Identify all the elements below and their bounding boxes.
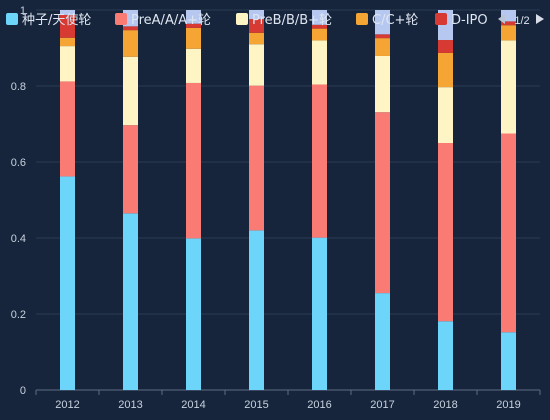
- bar-segment-series-1[interactable]: [60, 81, 75, 177]
- bar-segment-series-0[interactable]: [249, 230, 264, 390]
- bar-segment-series-2[interactable]: [186, 48, 201, 83]
- x-tick-label: 2012: [55, 399, 79, 411]
- bar-segment-series-1[interactable]: [123, 125, 138, 214]
- triangle-right-icon[interactable]: [536, 14, 544, 24]
- bar-segment-series-3[interactable]: [249, 32, 264, 45]
- y-tick-label: 0: [20, 385, 26, 397]
- bar-segment-series-4[interactable]: [60, 14, 75, 38]
- bar-segment-series-1[interactable]: [501, 133, 516, 333]
- bar-segment-series-5[interactable]: [501, 10, 516, 22]
- x-tick-label: 2015: [244, 399, 268, 411]
- bar-segment-series-5[interactable]: [375, 10, 390, 35]
- x-tick-label: 2016: [307, 399, 331, 411]
- bar-segment-series-1[interactable]: [438, 143, 453, 322]
- legend-item[interactable]: C/C+轮: [356, 13, 418, 28]
- y-tick-label: 0.4: [11, 233, 26, 245]
- bar-series-group: [60, 10, 516, 390]
- legend-label: PreA/A/A+轮: [131, 13, 211, 28]
- bar-segment-series-3[interactable]: [123, 30, 138, 57]
- bar-segment-series-4[interactable]: [249, 19, 264, 33]
- bar-segment-series-2[interactable]: [375, 55, 390, 113]
- legend-swatch: [115, 13, 127, 25]
- bar-segment-series-1[interactable]: [249, 85, 264, 231]
- bar-segment-series-2[interactable]: [249, 44, 264, 86]
- bar-segment-series-4[interactable]: [186, 23, 201, 28]
- bar-segment-series-4[interactable]: [375, 34, 390, 39]
- bar-segment-series-1[interactable]: [312, 84, 327, 238]
- bar-segment-series-2[interactable]: [60, 46, 75, 82]
- legend-item[interactable]: 种子/天使轮: [6, 12, 91, 28]
- legend-swatch: [6, 13, 18, 25]
- triangle-left-icon[interactable]: [498, 14, 505, 24]
- bar-segment-series-2[interactable]: [312, 40, 327, 85]
- y-tick-label: 0.2: [11, 309, 26, 321]
- grid-lines: [36, 9, 540, 315]
- bar-segment-series-3[interactable]: [375, 38, 390, 56]
- legend-item[interactable]: PreA/A/A+轮: [115, 13, 211, 28]
- bar-segment-series-5[interactable]: [186, 10, 201, 24]
- bar-segment-series-1[interactable]: [375, 112, 390, 294]
- bar-segment-series-0[interactable]: [123, 213, 138, 390]
- bar-segment-series-1[interactable]: [186, 82, 201, 239]
- bar-segment-series-3[interactable]: [186, 27, 201, 49]
- legend-item[interactable]: D-IPO: [435, 13, 488, 28]
- bar-segment-series-2[interactable]: [438, 87, 453, 143]
- bar-segment-series-5[interactable]: [249, 10, 264, 20]
- bar-segment-series-2[interactable]: [123, 56, 138, 126]
- bar-segment-series-4[interactable]: [438, 40, 453, 53]
- bar-segment-series-5[interactable]: [60, 10, 75, 15]
- bar-segment-series-3[interactable]: [438, 52, 453, 88]
- bar-segment-series-0[interactable]: [60, 176, 75, 390]
- bar-segment-series-3[interactable]: [501, 25, 516, 41]
- y-tick-label: 0.6: [11, 157, 26, 169]
- bar-segment-series-3[interactable]: [60, 37, 75, 47]
- legend-label: PreB/B/B+轮: [252, 13, 332, 28]
- bar-segment-series-0[interactable]: [186, 238, 201, 390]
- x-tick-label: 2013: [118, 399, 142, 411]
- bar-segment-series-0[interactable]: [375, 293, 390, 390]
- bar-segment-series-0[interactable]: [501, 332, 516, 390]
- bar-segment-series-3[interactable]: [312, 28, 327, 41]
- legend[interactable]: 种子/天使轮 PreA/A/A+轮 PreB/B/B+轮 C/C+轮 D-IPO 1/2: [6, 12, 544, 28]
- legend-item[interactable]: PreB/B/B+轮: [236, 13, 332, 28]
- y-tick-label: 0.8: [11, 81, 26, 93]
- x-tick-label: 2018: [433, 399, 457, 411]
- x-tick-label: 2014: [181, 399, 205, 411]
- legend-pager-text: 1/2: [514, 15, 529, 27]
- legend-swatch: [356, 13, 368, 25]
- legend-swatch: [435, 13, 447, 25]
- bar-segment-series-0[interactable]: [438, 321, 453, 390]
- bar-segment-series-5[interactable]: [312, 10, 327, 25]
- axes: 0 0.2 0.4 0.6 0.8 1 2012 2013 2014 2015 2016 2017 20…: [11, 5, 541, 411]
- bar-segment-series-0[interactable]: [312, 237, 327, 390]
- x-tick-label: 2019: [496, 399, 520, 411]
- legend-swatch: [236, 13, 248, 25]
- bar-segment-series-2[interactable]: [501, 40, 516, 134]
- y-tick-label: 1: [20, 5, 26, 17]
- bar-segment-series-4[interactable]: [123, 26, 138, 31]
- bar-segment-series-4[interactable]: [312, 24, 327, 29]
- legend-label: 种子/天使轮: [22, 12, 91, 28]
- x-tick-label: 2017: [370, 399, 394, 411]
- bar-segment-series-4[interactable]: [501, 21, 516, 26]
- legend-label: C/C+轮: [372, 13, 418, 28]
- legend-label: D-IPO: [451, 13, 488, 28]
